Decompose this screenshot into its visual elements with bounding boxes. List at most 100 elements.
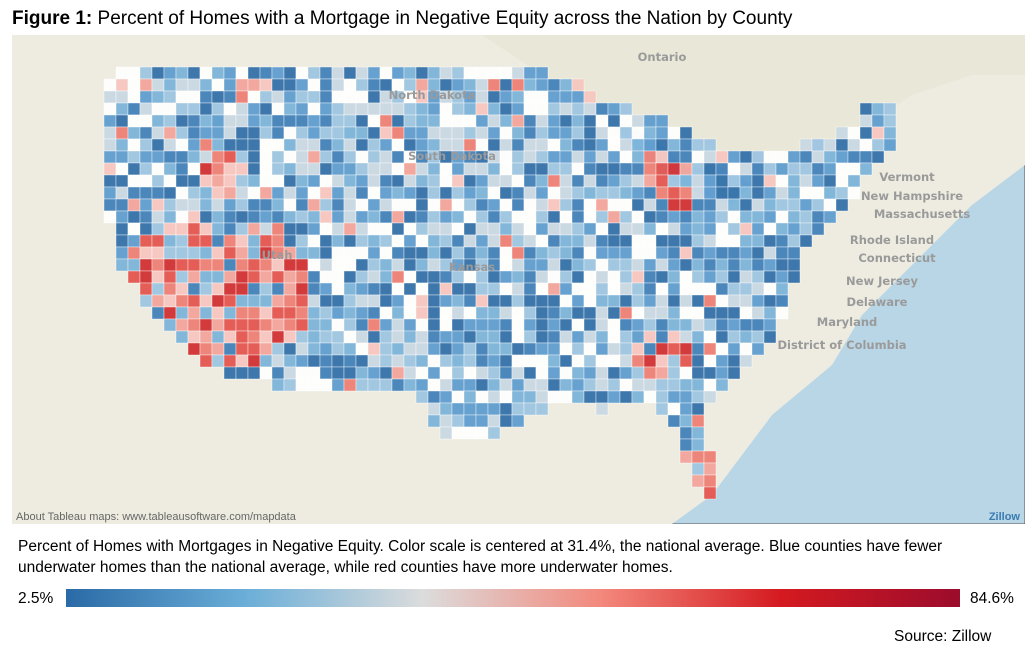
county [139, 102, 153, 116]
county [367, 114, 381, 128]
county [127, 222, 141, 236]
county [727, 282, 741, 296]
county [403, 294, 417, 308]
county [595, 342, 609, 356]
county [751, 162, 765, 176]
county [199, 342, 213, 356]
county [787, 222, 801, 236]
county [307, 174, 321, 188]
county [223, 186, 237, 200]
county [859, 114, 873, 128]
county [643, 246, 657, 260]
county [463, 402, 477, 416]
county [595, 162, 609, 176]
county [691, 426, 705, 440]
county [271, 306, 285, 320]
county [823, 162, 837, 176]
county [463, 234, 477, 248]
county [763, 270, 777, 284]
county [703, 294, 717, 308]
county [439, 306, 453, 320]
county [367, 174, 381, 188]
county [271, 186, 285, 200]
county [271, 174, 285, 188]
county [367, 282, 381, 296]
county [691, 186, 705, 200]
county [559, 102, 573, 116]
county [331, 102, 345, 116]
county [343, 318, 357, 332]
county [415, 222, 429, 236]
county [139, 246, 153, 260]
county [487, 366, 501, 380]
county [715, 366, 729, 380]
county [175, 330, 189, 344]
county [739, 342, 753, 356]
county [139, 270, 153, 284]
county [115, 78, 129, 92]
county [763, 222, 777, 236]
map: Ontario North Dakota South Dakota Kansas Uta… [12, 35, 1025, 524]
county [511, 114, 525, 128]
county [343, 222, 357, 236]
county [391, 234, 405, 248]
county [643, 306, 657, 320]
county [259, 138, 273, 152]
county [415, 378, 429, 392]
county [307, 270, 321, 284]
county [283, 66, 297, 80]
county [355, 318, 369, 332]
county [571, 114, 585, 128]
county [499, 342, 513, 356]
county [319, 186, 333, 200]
county [151, 306, 165, 320]
county [523, 306, 537, 320]
county [235, 282, 249, 296]
county [271, 162, 285, 176]
county [403, 162, 417, 176]
county [247, 234, 261, 248]
county [319, 234, 333, 248]
county [751, 186, 765, 200]
county [331, 246, 345, 260]
county [127, 102, 141, 116]
county [175, 318, 189, 332]
county [607, 234, 621, 248]
county [355, 306, 369, 320]
county [535, 318, 549, 332]
county [655, 330, 669, 344]
county [607, 258, 621, 272]
county [271, 150, 285, 164]
county [463, 162, 477, 176]
county [607, 330, 621, 344]
county [403, 198, 417, 212]
county [247, 246, 261, 260]
county [595, 126, 609, 140]
county [571, 174, 585, 188]
county [331, 162, 345, 176]
county [523, 402, 537, 416]
county [727, 366, 741, 380]
county [283, 198, 297, 212]
county [607, 186, 621, 200]
county [163, 174, 177, 188]
county [703, 462, 717, 476]
county [151, 186, 165, 200]
county [835, 138, 849, 152]
county [127, 246, 141, 260]
county [655, 294, 669, 308]
county [379, 174, 393, 188]
county [475, 198, 489, 212]
county [487, 354, 501, 368]
county [859, 150, 873, 164]
county [595, 330, 609, 344]
county [679, 174, 693, 188]
county [727, 246, 741, 260]
county [379, 306, 393, 320]
county [247, 114, 261, 128]
county [307, 330, 321, 344]
county [535, 330, 549, 344]
county [307, 246, 321, 260]
county [427, 318, 441, 332]
county [283, 306, 297, 320]
